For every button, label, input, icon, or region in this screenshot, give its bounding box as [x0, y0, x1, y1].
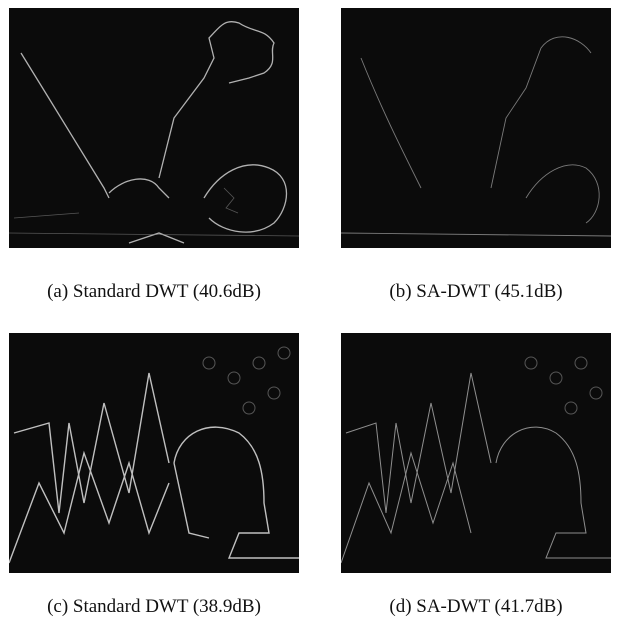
edge-image-a: [9, 8, 299, 248]
edge-image-c: [9, 333, 299, 573]
caption: (c) Standard DWT (38.9dB): [47, 596, 261, 618]
caption: (a) Standard DWT (40.6dB): [47, 281, 261, 303]
edge-image-d: [341, 333, 611, 573]
page: (a) Standard DWT (40.6dB) (b) SA-DWT (45…: [0, 0, 618, 627]
caption: (d) SA-DWT (41.7dB): [389, 596, 562, 618]
edge-image-b: [341, 8, 611, 248]
caption: (b) SA-DWT (45.1dB): [389, 281, 562, 303]
